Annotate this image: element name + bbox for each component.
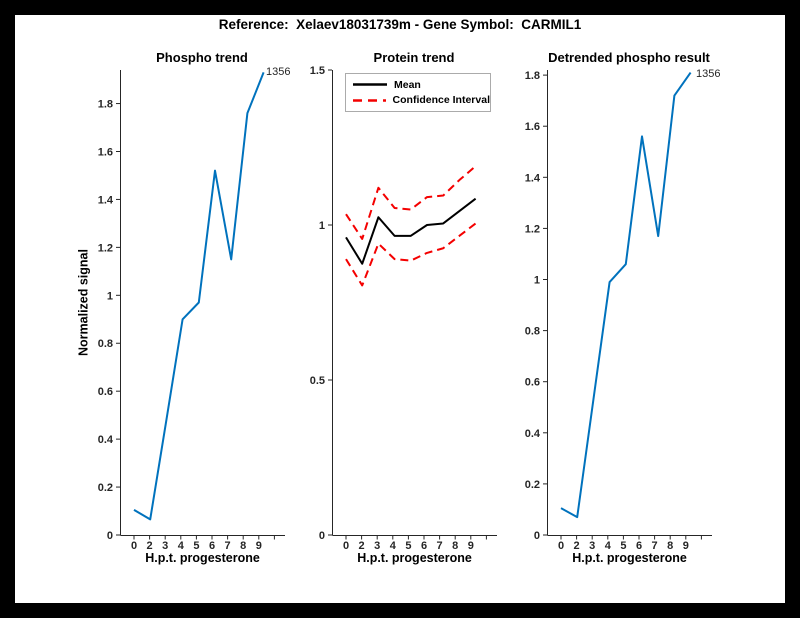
x-tick-label: 5 bbox=[193, 540, 199, 552]
figure-title: Reference: Xelaev18031739m - Gene Symbol… bbox=[218, 17, 582, 32]
panel3-x-axis-label: H.p.t. progesterone bbox=[572, 551, 687, 565]
x-tick-label: 4 bbox=[605, 540, 612, 552]
x-tick-label: 3 bbox=[589, 540, 595, 552]
series-line-phospho-signal bbox=[133, 72, 265, 521]
panel2-title: Protein trend bbox=[373, 50, 455, 65]
series-line-mean bbox=[345, 197, 477, 265]
y-tick-label: 1 bbox=[534, 275, 540, 287]
x-tick-label: 6 bbox=[636, 540, 642, 552]
mean-line-sample-icon bbox=[353, 83, 387, 86]
y-tick-label: 1.5 bbox=[310, 65, 325, 77]
x-tick-label: 4 bbox=[178, 540, 185, 552]
x-tick-label: 9 bbox=[256, 540, 262, 552]
x-tick-label: 6 bbox=[421, 540, 427, 552]
x-tick-label: 0 bbox=[131, 540, 137, 552]
x-tick-label: 3 bbox=[374, 540, 380, 552]
x-tick-label: 8 bbox=[240, 540, 246, 552]
series-line-confidence-interval bbox=[345, 222, 477, 287]
x-tick-label: 9 bbox=[468, 540, 474, 552]
legend-label-confidence-interval: Confidence Interval bbox=[392, 94, 490, 107]
x-tick-label: 0 bbox=[558, 540, 564, 552]
panel1-title: Phospho trend bbox=[156, 50, 248, 65]
x-tick-label: 7 bbox=[652, 540, 658, 552]
y-tick-label: 0.8 bbox=[525, 326, 540, 338]
legend-box: Mean Confidence Interval bbox=[345, 73, 491, 112]
y-tick-label: 1.4 bbox=[525, 172, 541, 184]
x-tick-label: 8 bbox=[452, 540, 458, 552]
y-tick-label: 0.8 bbox=[98, 338, 113, 350]
x-tick-label: 6 bbox=[209, 540, 215, 552]
y-tick-label: 1.2 bbox=[98, 242, 113, 254]
x-tick-label: 2 bbox=[574, 540, 580, 552]
panel3-endpoint-label: 1356 bbox=[696, 68, 721, 80]
panel1-y-axis-label: Normalized signal bbox=[76, 249, 91, 356]
x-tick-label: 7 bbox=[225, 540, 231, 552]
y-tick-label: 0 bbox=[319, 530, 325, 542]
y-tick-label: 0.5 bbox=[310, 375, 325, 387]
y-tick-label: 1.6 bbox=[98, 146, 113, 158]
legend-entry-mean: Mean bbox=[353, 79, 490, 91]
confidence-interval-dashed-line-sample-icon bbox=[353, 99, 386, 102]
panel3-title: Detrended phospho result bbox=[548, 50, 710, 65]
y-tick-label: 0.4 bbox=[525, 428, 541, 440]
panel1-endpoint-label: 1356 bbox=[266, 66, 291, 78]
y-tick-label: 1.8 bbox=[98, 99, 113, 111]
y-tick-label: 0.4 bbox=[98, 434, 114, 446]
panel2-x-axis-label: H.p.t. progesterone bbox=[357, 551, 472, 565]
y-tick-label: 0.6 bbox=[525, 377, 540, 389]
y-tick-label: 1.2 bbox=[525, 223, 540, 235]
figure-canvas bbox=[15, 15, 785, 603]
y-tick-label: 0 bbox=[534, 530, 540, 542]
y-tick-label: 0.6 bbox=[98, 386, 113, 398]
x-tick-label: 7 bbox=[437, 540, 443, 552]
legend-entry-confidence-interval: Confidence Interval bbox=[353, 94, 490, 106]
x-tick-label: 5 bbox=[620, 540, 626, 552]
y-tick-label: 0.2 bbox=[525, 479, 540, 491]
panel1-x-axis-label: H.p.t. progesterone bbox=[145, 551, 260, 565]
y-tick-label: 1.8 bbox=[525, 70, 540, 82]
x-tick-label: 4 bbox=[390, 540, 397, 552]
y-tick-label: 1.6 bbox=[525, 121, 540, 133]
x-tick-label: 0 bbox=[343, 540, 349, 552]
x-tick-label: 5 bbox=[405, 540, 411, 552]
x-tick-label: 2 bbox=[147, 540, 153, 552]
series-line-confidence-interval bbox=[345, 165, 477, 240]
series-line-detrended-phospho-signal bbox=[560, 71, 692, 519]
x-tick-label: 2 bbox=[359, 540, 365, 552]
x-tick-label: 9 bbox=[683, 540, 689, 552]
legend-label-mean: Mean bbox=[394, 78, 421, 91]
y-tick-label: 0.2 bbox=[98, 482, 113, 494]
y-tick-label: 1 bbox=[319, 220, 325, 232]
x-tick-label: 8 bbox=[667, 540, 673, 552]
y-tick-label: 1 bbox=[107, 290, 113, 302]
x-tick-label: 3 bbox=[162, 540, 168, 552]
y-tick-label: 1.4 bbox=[98, 194, 114, 206]
y-tick-label: 0 bbox=[107, 530, 113, 542]
